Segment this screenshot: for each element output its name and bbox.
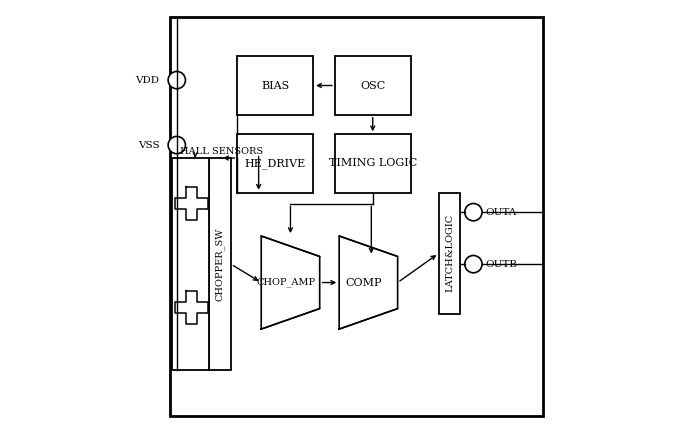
Bar <box>439 193 460 314</box>
Circle shape <box>168 136 185 154</box>
Bar <box>210 158 231 370</box>
Bar <box>172 158 210 370</box>
Circle shape <box>464 255 482 273</box>
Text: OUTA: OUTA <box>486 208 517 216</box>
Text: HALL SENSORS: HALL SENSORS <box>180 147 263 156</box>
Text: CHOPPER_SW: CHOPPER_SW <box>215 227 225 301</box>
Text: VSS: VSS <box>138 141 159 149</box>
Text: COMP: COMP <box>346 278 382 288</box>
Circle shape <box>464 204 482 221</box>
Text: OUTB: OUTB <box>486 260 517 268</box>
Bar <box>170 17 543 416</box>
Bar <box>238 134 313 193</box>
Bar <box>335 56 411 115</box>
Text: OSC: OSC <box>360 81 385 90</box>
Bar <box>335 134 411 193</box>
Circle shape <box>168 71 185 89</box>
Text: VDD: VDD <box>135 76 159 84</box>
Text: HE_DRIVE: HE_DRIVE <box>245 158 306 169</box>
Text: LATCH&LOGIC: LATCH&LOGIC <box>445 214 454 292</box>
Bar <box>238 56 313 115</box>
Text: TIMING LOGIC: TIMING LOGIC <box>328 158 417 168</box>
Text: BIAS: BIAS <box>261 81 289 90</box>
Text: CHOP_AMP: CHOP_AMP <box>256 278 315 288</box>
